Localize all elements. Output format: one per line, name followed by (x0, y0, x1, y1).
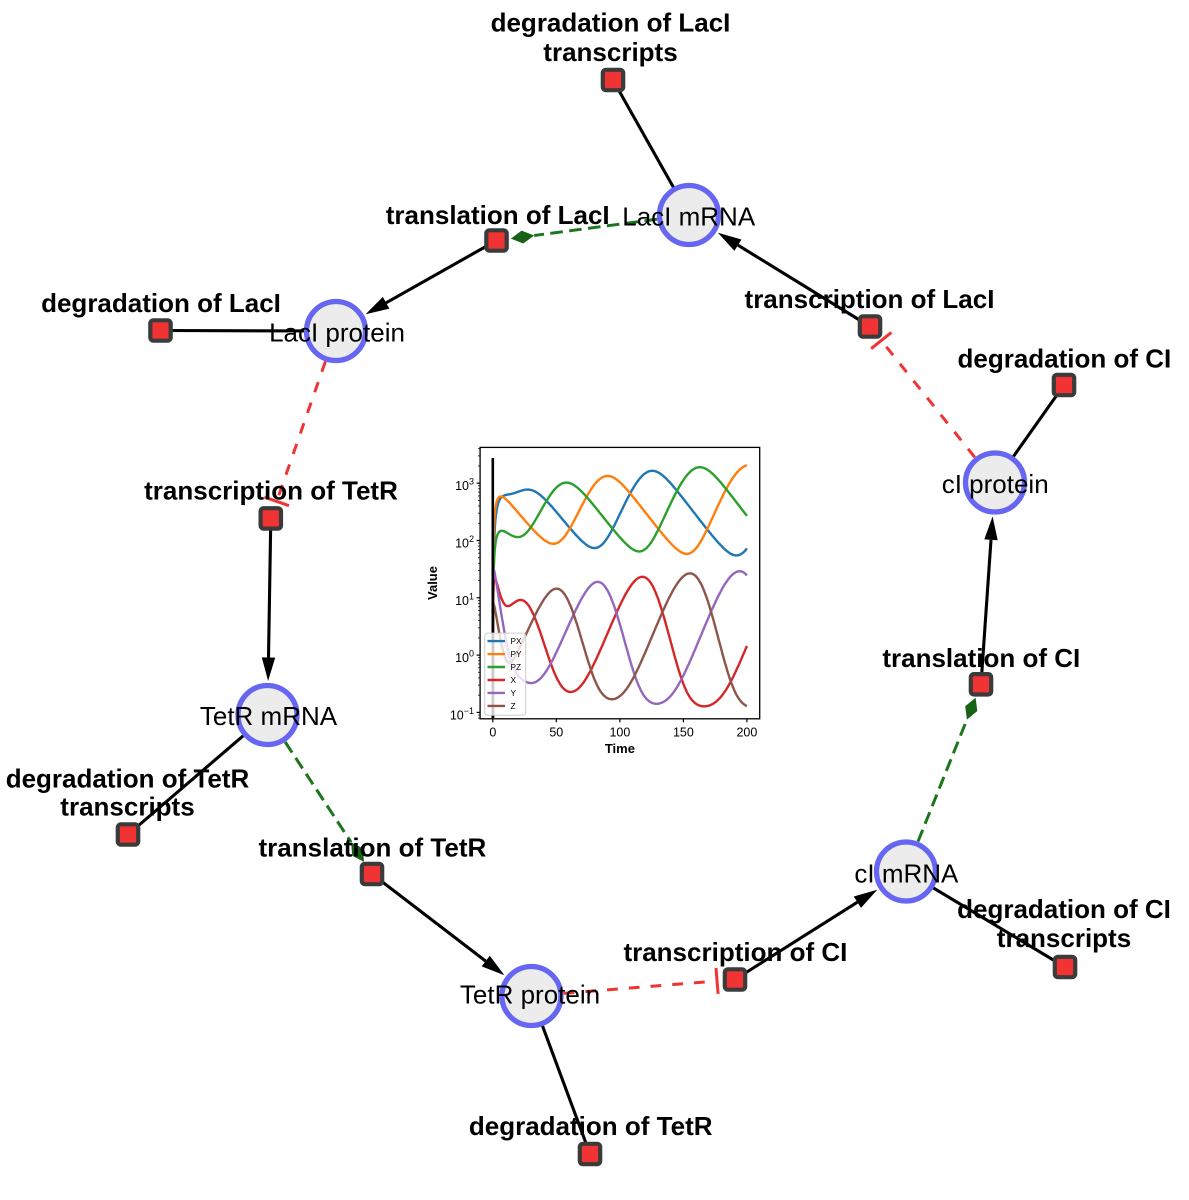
svg-text:transcripts: transcripts (997, 923, 1131, 953)
svg-text:Z: Z (511, 701, 516, 711)
svg-text:Time: Time (605, 741, 635, 756)
svg-text:200: 200 (736, 726, 757, 740)
svg-text:100: 100 (609, 726, 630, 740)
svg-text:degradation of TetR: degradation of TetR (6, 764, 250, 794)
svg-text:Y: Y (511, 688, 517, 698)
svg-text:100: 100 (455, 649, 474, 666)
svg-text:TetR mRNA: TetR mRNA (200, 701, 338, 731)
svg-text:150: 150 (673, 726, 694, 740)
svg-text:PY: PY (511, 649, 523, 659)
svg-text:degradation of TetR: degradation of TetR (469, 1111, 713, 1141)
svg-text:X: X (511, 675, 517, 685)
svg-text:Value: Value (425, 566, 440, 600)
svg-text:cI mRNA: cI mRNA (854, 859, 959, 889)
svg-text:transcription of LacI: transcription of LacI (745, 284, 995, 314)
svg-text:translation of TetR: translation of TetR (259, 832, 487, 862)
svg-text:50: 50 (549, 726, 563, 740)
svg-text:LacI protein: LacI protein (269, 318, 405, 348)
svg-text:102: 102 (455, 534, 474, 551)
svg-text:degradation of LacI: degradation of LacI (491, 8, 731, 38)
svg-text:translation of CI: translation of CI (882, 643, 1080, 673)
svg-text:PZ: PZ (511, 662, 522, 672)
svg-text:degradation of LacI: degradation of LacI (41, 288, 281, 318)
svg-text:transcription of TetR: transcription of TetR (144, 476, 398, 506)
svg-text:0: 0 (489, 726, 496, 740)
svg-text:transcription of CI: transcription of CI (623, 937, 847, 967)
svg-text:TetR protein: TetR protein (460, 980, 600, 1010)
svg-text:101: 101 (455, 591, 474, 608)
svg-text:LacI mRNA: LacI mRNA (622, 202, 756, 232)
svg-text:PX: PX (511, 636, 523, 646)
svg-text:degradation of CI: degradation of CI (957, 894, 1171, 924)
svg-text:transcripts: transcripts (60, 792, 194, 822)
svg-text:transcripts: transcripts (543, 37, 677, 67)
svg-text:103: 103 (455, 477, 474, 494)
svg-text:cI protein: cI protein (942, 469, 1049, 499)
svg-text:translation of LacI: translation of LacI (386, 200, 610, 230)
svg-text:10−1: 10−1 (450, 706, 474, 723)
svg-text:degradation of CI: degradation of CI (958, 343, 1172, 373)
